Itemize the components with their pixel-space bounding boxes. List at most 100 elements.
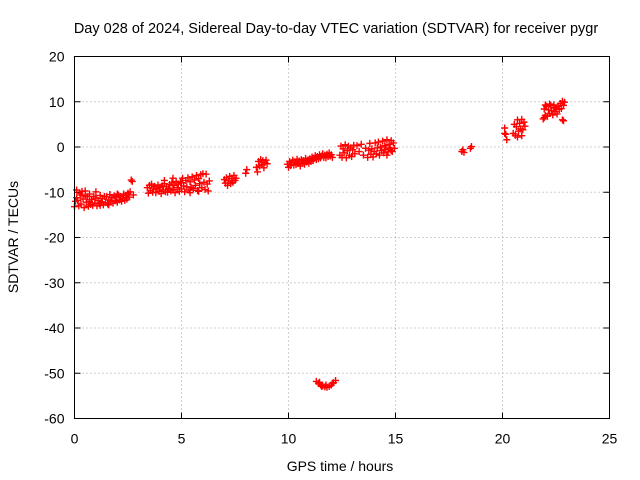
data-point	[545, 106, 553, 114]
data-point	[520, 118, 528, 126]
data-point	[371, 139, 379, 147]
data-point	[369, 153, 377, 161]
y-axis-title: SDTVAR / TECUs	[5, 181, 21, 293]
data-point	[322, 381, 330, 389]
data-point	[113, 190, 121, 198]
data-point	[129, 191, 137, 199]
data-point	[365, 146, 373, 154]
data-point	[92, 188, 100, 196]
data-point	[105, 201, 113, 209]
data-point	[201, 186, 209, 194]
data-point	[160, 176, 168, 184]
data-point	[540, 114, 548, 122]
y-tick-label: -10	[44, 184, 64, 200]
data-point	[377, 143, 385, 151]
data-point	[128, 177, 136, 185]
data-point	[262, 156, 270, 164]
data-point	[164, 188, 172, 196]
data-points	[71, 97, 569, 391]
x-tick-label: 20	[495, 431, 511, 447]
data-point	[77, 200, 85, 208]
data-point	[553, 110, 561, 118]
data-point	[359, 151, 367, 159]
data-point	[242, 169, 250, 177]
data-point	[513, 133, 521, 141]
data-point	[85, 197, 93, 205]
data-point	[357, 140, 365, 148]
data-point	[191, 181, 199, 189]
data-point	[503, 136, 511, 144]
data-point	[318, 382, 326, 390]
data-point	[253, 168, 261, 176]
data-point	[374, 138, 382, 146]
data-point	[561, 98, 569, 106]
data-point	[351, 150, 359, 158]
data-point	[195, 175, 203, 183]
data-point	[548, 107, 556, 115]
data-point	[385, 140, 393, 148]
y-tick-label: 20	[49, 49, 65, 65]
data-point	[502, 130, 510, 138]
data-point	[383, 136, 391, 144]
data-point	[328, 379, 336, 387]
data-point	[539, 115, 547, 123]
data-point	[195, 187, 203, 195]
data-point	[550, 103, 558, 111]
data-point	[81, 187, 89, 195]
y-tick-label: -50	[44, 365, 64, 381]
data-point	[184, 174, 192, 182]
data-point	[541, 101, 549, 109]
data-point	[196, 180, 204, 188]
data-point	[558, 116, 566, 124]
y-tick-label: -40	[44, 320, 64, 336]
y-tick-label: 0	[57, 139, 65, 155]
x-tick-labels: 0 5 10 15 20 25	[71, 431, 618, 447]
data-point	[341, 141, 349, 149]
data-point	[118, 197, 126, 205]
data-point	[519, 126, 527, 134]
data-point	[157, 190, 165, 198]
x-tick-label: 0	[71, 431, 79, 447]
data-point	[381, 142, 389, 150]
data-point	[85, 190, 93, 198]
data-point	[516, 119, 524, 127]
data-point	[171, 189, 179, 197]
data-point	[355, 148, 363, 156]
data-point	[169, 174, 177, 182]
y-tick-label: -60	[44, 411, 64, 427]
data-point	[372, 150, 380, 158]
data-point	[125, 193, 133, 201]
data-point	[232, 174, 240, 182]
data-point	[339, 145, 347, 153]
data-point	[202, 170, 210, 178]
data-point	[383, 151, 391, 159]
data-point	[518, 132, 526, 140]
data-point	[316, 378, 324, 386]
data-point	[546, 100, 554, 108]
data-point	[559, 101, 567, 109]
data-point	[204, 187, 212, 195]
x-axis-title: GPS time / hours	[287, 458, 394, 474]
data-point	[173, 184, 181, 192]
data-point	[260, 164, 268, 172]
data-point	[77, 191, 85, 199]
data-point	[353, 142, 361, 150]
data-point	[375, 151, 383, 159]
data-point	[379, 137, 387, 145]
data-point	[387, 147, 395, 155]
data-point	[467, 143, 475, 151]
x-tick-label: 15	[388, 431, 404, 447]
plot-frame	[74, 56, 610, 419]
data-point	[205, 177, 213, 185]
data-point	[94, 196, 102, 204]
data-point	[373, 144, 381, 152]
chart-title: Day 028 of 2024, Sidereal Day-to-day VTE…	[74, 21, 599, 37]
data-point	[152, 189, 160, 197]
data-point	[243, 166, 251, 174]
data-point	[389, 139, 397, 147]
data-point	[127, 176, 135, 184]
data-point	[190, 176, 198, 184]
data-point	[126, 188, 134, 196]
data-point	[501, 129, 509, 137]
